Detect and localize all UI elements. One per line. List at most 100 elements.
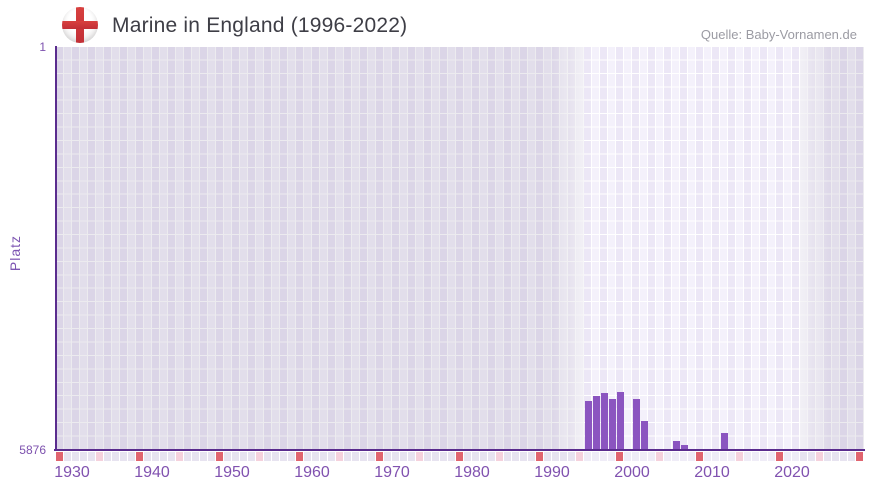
- year-tick-cell: [624, 452, 631, 461]
- year-tick-cell: [728, 452, 735, 461]
- year-tick-cell: [648, 452, 655, 461]
- year-tick-cell: [200, 452, 207, 461]
- x-tick-label-1960: 1960: [294, 464, 330, 481]
- year-tick-cell: [464, 452, 471, 461]
- year-tick-cell: [288, 452, 295, 461]
- year-tick-cell: [480, 452, 487, 461]
- year-tick-cell: [488, 452, 495, 461]
- year-tick-cell: [640, 452, 647, 461]
- year-tick-cell: [528, 452, 535, 461]
- x-tick-label-1930: 1930: [54, 464, 90, 481]
- year-tick-cell: [776, 452, 783, 461]
- year-tick-cell: [472, 452, 479, 461]
- year-tick-cell: [448, 452, 455, 461]
- year-tick-cell: [424, 452, 431, 461]
- year-tick-cell: [704, 452, 711, 461]
- year-tick-cell: [840, 452, 847, 461]
- y-axis-line: [55, 46, 57, 451]
- year-tick-cell: [368, 452, 375, 461]
- year-tick-cell: [96, 452, 103, 461]
- source-attribution: Quelle: Baby-Vornamen.de: [700, 27, 857, 42]
- year-tick-cell: [256, 452, 263, 461]
- year-tick-cell: [832, 452, 839, 461]
- y-tick-bottom: 5876: [19, 443, 46, 457]
- year-tick-cell: [320, 452, 327, 461]
- x-tick-label-1980: 1980: [454, 464, 490, 481]
- year-tick-cell: [208, 452, 215, 461]
- bar-2013[interactable]: [720, 433, 728, 450]
- x-tick-label-2000: 2000: [614, 464, 650, 481]
- year-tick-cell: [360, 452, 367, 461]
- year-tick-cell: [664, 452, 671, 461]
- year-tick-cell: [560, 452, 567, 461]
- year-tick-cell: [672, 452, 679, 461]
- year-tick-cell: [280, 452, 287, 461]
- year-tick-cell: [328, 452, 335, 461]
- bar-2003[interactable]: [640, 421, 648, 450]
- bar-1996[interactable]: [584, 400, 592, 450]
- year-tick-cell: [592, 452, 599, 461]
- year-tick-cell: [64, 452, 71, 461]
- year-tick-cell: [192, 452, 199, 461]
- year-tick-cell: [696, 452, 703, 461]
- year-tick-cell: [176, 452, 183, 461]
- year-tick-cell: [432, 452, 439, 461]
- year-tick-cell: [616, 452, 623, 461]
- x-tick-label-2010: 2010: [694, 464, 730, 481]
- x-tick-label-1950: 1950: [214, 464, 250, 481]
- year-tick-cell: [184, 452, 191, 461]
- y-axis-title: Platz: [7, 234, 23, 272]
- year-tick-cell: [416, 452, 423, 461]
- year-tick-cell: [656, 452, 663, 461]
- year-tick-cell: [216, 452, 223, 461]
- year-tick-cell: [352, 452, 359, 461]
- bar-1999[interactable]: [608, 398, 616, 450]
- flag-cross-horizontal: [62, 21, 98, 29]
- year-tick-cell: [512, 452, 519, 461]
- x-tick-label-1970: 1970: [374, 464, 410, 481]
- year-tick-cell: [344, 452, 351, 461]
- year-tick-cell: [304, 452, 311, 461]
- year-tick-cell: [136, 452, 143, 461]
- year-tick-cell: [456, 452, 463, 461]
- year-tick-cell: [584, 452, 591, 461]
- year-tick-cell: [608, 452, 615, 461]
- year-tick-cell: [392, 452, 399, 461]
- x-axis-line: [54, 449, 865, 451]
- bar-2008[interactable]: [680, 445, 688, 450]
- x-axis-labels: 1930 1940 1950 1960 1970 1980 1990 2000 2010 2020: [54, 464, 864, 486]
- year-tick-cell: [600, 452, 607, 461]
- year-tick-cell: [376, 452, 383, 461]
- year-tick-cell: [440, 452, 447, 461]
- dimmed-region-after-data: [800, 47, 864, 450]
- bar-2000[interactable]: [616, 391, 624, 450]
- year-tick-cell: [296, 452, 303, 461]
- year-tick-cell: [784, 452, 791, 461]
- year-tick-cell: [792, 452, 799, 461]
- year-tick-cell: [120, 452, 127, 461]
- year-tick-cell: [632, 452, 639, 461]
- year-tick-cell: [272, 452, 279, 461]
- y-tick-top: 1: [39, 40, 46, 54]
- year-tick-cell: [496, 452, 503, 461]
- bar-2007[interactable]: [672, 441, 680, 450]
- year-tick-cell: [312, 452, 319, 461]
- year-tick-cell: [240, 452, 247, 461]
- year-tick-cell: [400, 452, 407, 461]
- year-tick-cell: [408, 452, 415, 461]
- year-tick-cell: [80, 452, 87, 461]
- x-tick-label-1990: 1990: [534, 464, 570, 481]
- bar-2002[interactable]: [632, 398, 640, 450]
- year-tick-cell: [824, 452, 831, 461]
- year-tick-cell: [248, 452, 255, 461]
- bar-1997[interactable]: [592, 396, 600, 450]
- year-tick-cell: [720, 452, 727, 461]
- year-tick-cell: [536, 452, 543, 461]
- year-tick-cell: [744, 452, 751, 461]
- year-tick-cell: [520, 452, 527, 461]
- bar-1998[interactable]: [600, 392, 608, 450]
- year-tick-cell: [760, 452, 767, 461]
- year-tick-cell: [104, 452, 111, 461]
- x-tick-label-1940: 1940: [134, 464, 170, 481]
